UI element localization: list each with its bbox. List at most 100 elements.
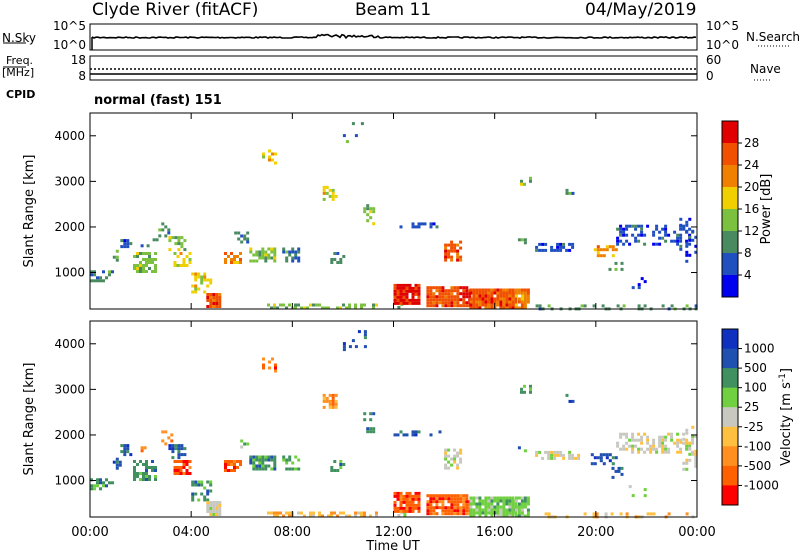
power-echo-cell [102, 279, 105, 283]
power-echo-cell [523, 294, 527, 298]
power-echo-cell [294, 306, 297, 310]
velocity-ytick-label: 1000 [54, 474, 85, 488]
power-echo-cell [369, 207, 373, 211]
power-echo-cell [505, 297, 509, 301]
velocity-echo-cell [562, 456, 566, 460]
velocity-echo-cell [628, 485, 632, 489]
velocity-echo-cell [556, 450, 560, 454]
power-echo-cell [456, 249, 460, 253]
velocity-colorbar-segment [722, 387, 738, 408]
power-echo-cell [342, 134, 346, 138]
velocity-echo-cell [456, 512, 460, 516]
power-echo-cell [218, 299, 222, 302]
velocity-echo-cell [139, 460, 142, 463]
velocity-echo-cell [481, 499, 485, 503]
power-echo-cell [393, 283, 397, 287]
power-echo-cell [148, 255, 151, 258]
velocity-echo-cell [568, 450, 572, 454]
velocity-echo-cell [529, 387, 532, 391]
velocity-echo-cell [396, 494, 400, 498]
power-echo-cell [484, 294, 488, 298]
velocity-echo-cell [396, 433, 400, 437]
velocity-echo-cell [369, 430, 373, 434]
power-echo-cell [354, 303, 357, 307]
power-echo-cell [602, 254, 606, 258]
velocity-echo-cell [520, 508, 524, 512]
velocity-echo-cell [529, 390, 532, 394]
velocity-echo-cell [348, 514, 351, 518]
power-echo-cell [456, 243, 460, 247]
power-echo-cell [505, 300, 509, 304]
velocity-echo-cell [622, 447, 626, 451]
power-echo-cell [183, 248, 187, 252]
power-echo-cell [472, 294, 476, 298]
velocity-echo-cell [526, 496, 530, 500]
velocity-echo-cell [505, 514, 509, 518]
power-echo-cell [619, 230, 623, 234]
velocity-echo-cell [438, 506, 442, 510]
velocity-echo-cell [511, 511, 515, 515]
velocity-echo-cell [487, 511, 491, 515]
power-echo-cell [682, 224, 686, 228]
power-echo-cell [261, 256, 265, 260]
power-echo-cell [393, 292, 397, 296]
power-echo-cell [331, 191, 335, 195]
power-echo-cell [408, 286, 412, 290]
velocity-echo-cell [505, 508, 509, 512]
power-echo-cell [514, 291, 518, 295]
velocity-echo-cell [393, 494, 397, 498]
velocity-echo-cell [342, 348, 346, 352]
velocity-echo-cell [502, 496, 506, 500]
power-echo-cell [145, 258, 148, 261]
power-echo-cell [177, 236, 181, 240]
power-echo-cell [453, 304, 457, 308]
velocity-echo-cell [411, 497, 415, 501]
velocity-echo-cell [484, 499, 488, 503]
power-echo-cell [526, 300, 530, 304]
velocity-echo-cell [640, 438, 644, 442]
velocity-echo-cell [399, 500, 403, 504]
velocity-echo-cell [96, 481, 99, 485]
power-echo-cell [685, 250, 689, 254]
power-echo-cell [505, 306, 509, 310]
power-echo-cell [438, 286, 442, 290]
velocity-echo-cell [236, 460, 239, 463]
velocity-echo-cell [667, 447, 671, 451]
power-echo-cell [562, 245, 566, 249]
velocity-echo-cell [679, 450, 683, 454]
time-tick-label: 04:00 [172, 525, 209, 540]
power-echo-cell [372, 207, 376, 211]
power-echo-cell [688, 227, 692, 231]
power-echo-cell [523, 288, 527, 292]
velocity-echo-cell [499, 514, 503, 518]
velocity-echo-cell [212, 504, 216, 507]
power-echo-cell [249, 259, 253, 263]
velocity-echo-cell [268, 366, 271, 370]
power-echo-cell [273, 250, 277, 254]
power-echo-cell [688, 235, 692, 239]
power-echo-cell [399, 295, 403, 299]
power-echo-cell [523, 291, 527, 295]
velocity-echo-cell [360, 514, 363, 518]
velocity-echo-cell [279, 511, 282, 515]
velocity-echo-cell [619, 432, 623, 436]
power-echo-cell [444, 252, 448, 256]
velocity-echo-cell [336, 469, 340, 472]
velocity-echo-cell [511, 514, 515, 518]
velocity-echo-cell [339, 463, 343, 466]
power-echo-cell [393, 289, 397, 293]
power-echo-cell [200, 275, 204, 279]
time-tick-label: 00:00 [678, 525, 715, 540]
power-echo-cell [429, 222, 433, 226]
velocity-echo-cell [429, 494, 433, 498]
power-echo-cell [267, 256, 271, 260]
power-echo-cell [164, 225, 168, 229]
power-echo-cell [105, 276, 108, 280]
velocity-echo-cell [273, 467, 277, 471]
velocity-echo-cell [342, 342, 346, 346]
velocity-echo-cell [206, 501, 210, 504]
power-echo-cell [438, 292, 442, 296]
velocity-echo-cell [188, 472, 192, 475]
velocity-echo-cell [396, 509, 400, 513]
velocity-echo-cell [484, 508, 488, 512]
